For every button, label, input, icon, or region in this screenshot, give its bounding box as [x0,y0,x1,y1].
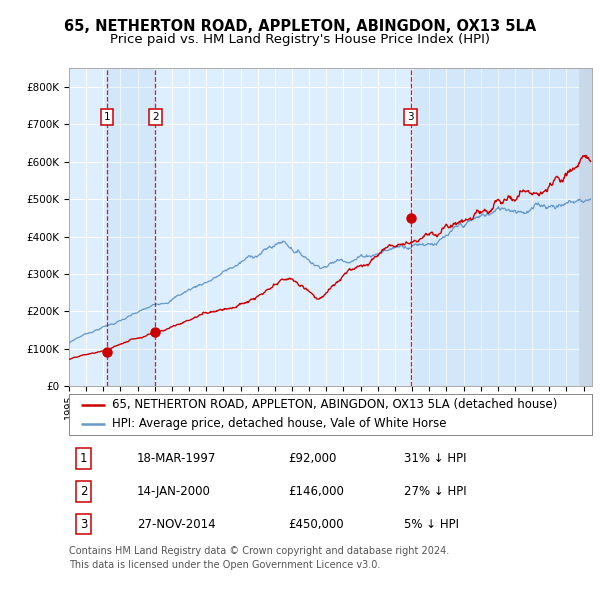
Text: 14-JAN-2000: 14-JAN-2000 [137,485,211,498]
Text: 27-NOV-2014: 27-NOV-2014 [137,517,215,530]
Text: £146,000: £146,000 [289,485,344,498]
Bar [410,68,592,386]
Text: 27% ↓ HPI: 27% ↓ HPI [404,485,466,498]
Text: 3: 3 [80,517,88,530]
Text: 1: 1 [104,112,110,122]
Text: £450,000: £450,000 [289,517,344,530]
Text: 3: 3 [407,112,414,122]
Bar [580,68,592,386]
Bar [107,68,155,386]
Text: 65, NETHERTON ROAD, APPLETON, ABINGDON, OX13 5LA (detached house): 65, NETHERTON ROAD, APPLETON, ABINGDON, … [112,398,557,411]
Text: 2: 2 [152,112,159,122]
Text: 5% ↓ HPI: 5% ↓ HPI [404,517,459,530]
Text: 1: 1 [80,453,88,466]
Text: 31% ↓ HPI: 31% ↓ HPI [404,453,466,466]
Text: Price paid vs. HM Land Registry's House Price Index (HPI): Price paid vs. HM Land Registry's House … [110,33,490,46]
Text: 2: 2 [80,485,88,498]
Text: HPI: Average price, detached house, Vale of White Horse: HPI: Average price, detached house, Vale… [112,417,446,430]
Text: 65, NETHERTON ROAD, APPLETON, ABINGDON, OX13 5LA: 65, NETHERTON ROAD, APPLETON, ABINGDON, … [64,19,536,34]
Text: Contains HM Land Registry data © Crown copyright and database right 2024.
This d: Contains HM Land Registry data © Crown c… [69,546,449,569]
Text: 18-MAR-1997: 18-MAR-1997 [137,453,217,466]
Text: £92,000: £92,000 [289,453,337,466]
